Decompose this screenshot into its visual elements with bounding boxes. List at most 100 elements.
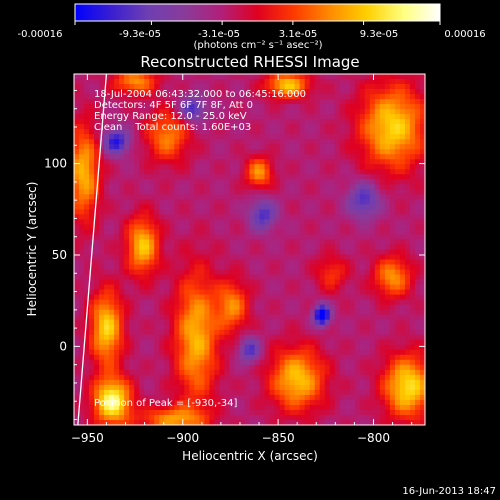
heatmap-cell (189, 229, 195, 236)
heatmap-cell (334, 374, 341, 381)
heatmap-cell (144, 374, 150, 381)
heatmap-cell (334, 119, 341, 125)
heatmap-cell (414, 179, 421, 185)
heatmap-cell (99, 349, 105, 356)
heatmap-cell (379, 204, 386, 210)
heatmap-cell (299, 329, 306, 336)
heatmap-cell (359, 124, 366, 130)
heatmap-cell (264, 224, 271, 231)
heatmap-cell (184, 84, 190, 90)
heatmap-cell (394, 394, 401, 401)
heatmap-cell (244, 109, 251, 115)
heatmap-cell (244, 184, 251, 190)
heatmap-cell (204, 149, 210, 155)
heatmap-cell (339, 74, 346, 80)
heatmap-cell (384, 149, 391, 155)
heatmap-cell (174, 279, 180, 286)
heatmap-cell (309, 419, 316, 425)
heatmap-cell (139, 284, 145, 291)
heatmap-cell (384, 394, 391, 401)
heatmap-cell (204, 214, 210, 221)
heatmap-cell (104, 224, 110, 231)
heatmap-cell (239, 119, 246, 125)
heatmap-cell (219, 119, 226, 125)
heatmap-cell (184, 369, 190, 376)
heatmap-cell (184, 249, 190, 256)
heatmap-cell (279, 289, 286, 296)
heatmap-cell (89, 419, 95, 425)
heatmap-cell (279, 309, 286, 316)
heatmap-cell (154, 294, 160, 301)
heatmap-cell (244, 309, 251, 316)
heatmap-cell (154, 94, 160, 100)
heatmap-cell (409, 289, 416, 296)
heatmap-cell (144, 134, 150, 140)
heatmap-cell (264, 169, 271, 175)
heatmap-cell (269, 129, 276, 135)
heatmap-cell (394, 329, 401, 336)
heatmap-cell (304, 224, 311, 231)
colorbar-tick-label-1: -9.3e-05 (119, 29, 161, 40)
heatmap-cell (374, 164, 381, 170)
heatmap-cell (149, 239, 155, 246)
heatmap-cell (284, 324, 291, 331)
heatmap-cell (154, 339, 160, 346)
heatmap-cell (354, 364, 361, 371)
heatmap-cell (359, 84, 366, 90)
heatmap-cell (139, 339, 145, 346)
heatmap-cell (99, 199, 105, 205)
heatmap-cell (419, 404, 425, 411)
heatmap-cell (199, 194, 205, 200)
heatmap-cell (309, 184, 316, 190)
heatmap-cell (384, 329, 391, 336)
heatmap-cell (224, 369, 231, 376)
heatmap-cell (414, 284, 421, 291)
heatmap-cell (234, 374, 241, 381)
heatmap-cell (314, 254, 321, 261)
heatmap-cell (354, 84, 361, 90)
heatmap-cell (114, 149, 120, 155)
heatmap-cell (319, 289, 326, 296)
heatmap-cell (219, 419, 226, 425)
heatmap-cell (284, 124, 291, 130)
heatmap-cell (224, 394, 231, 401)
heatmap-cell (169, 134, 175, 140)
heatmap-cell (119, 304, 125, 311)
heatmap-cell (324, 259, 331, 266)
heatmap-cell (149, 419, 155, 425)
heatmap-cell (404, 214, 411, 221)
heatmap-cell (384, 389, 391, 396)
heatmap-cell (254, 199, 261, 205)
heatmap-cell (254, 409, 261, 416)
heatmap-cell (279, 259, 286, 266)
heatmap-cell (309, 149, 316, 155)
heatmap-cell (239, 129, 246, 135)
heatmap-cell (234, 354, 241, 361)
heatmap-cell (419, 74, 425, 80)
heatmap-cell (174, 329, 180, 336)
heatmap-cell (349, 159, 356, 165)
heatmap-cell (234, 99, 241, 105)
heatmap-cell (124, 244, 130, 251)
heatmap-cell (374, 324, 381, 331)
heatmap-cell (224, 74, 231, 80)
heatmap-cell (409, 94, 416, 100)
heatmap-cell (249, 399, 256, 406)
heatmap-cell (409, 219, 416, 226)
heatmap-cell (154, 399, 160, 406)
heatmap-cell (154, 419, 160, 425)
heatmap-cell (264, 389, 271, 396)
heatmap-cell (94, 244, 100, 251)
heatmap-cell (394, 309, 401, 316)
heatmap-cell (199, 264, 205, 271)
heatmap-cell (314, 374, 321, 381)
heatmap-cell (324, 104, 331, 110)
heatmap-cell (204, 274, 210, 281)
heatmap-cell (369, 419, 376, 425)
heatmap-cell (349, 304, 356, 311)
heatmap-cell (179, 334, 185, 341)
heatmap-cell (404, 129, 411, 135)
heatmap-cell (214, 359, 221, 366)
heatmap-cell (74, 219, 80, 226)
heatmap-cell (129, 244, 135, 251)
